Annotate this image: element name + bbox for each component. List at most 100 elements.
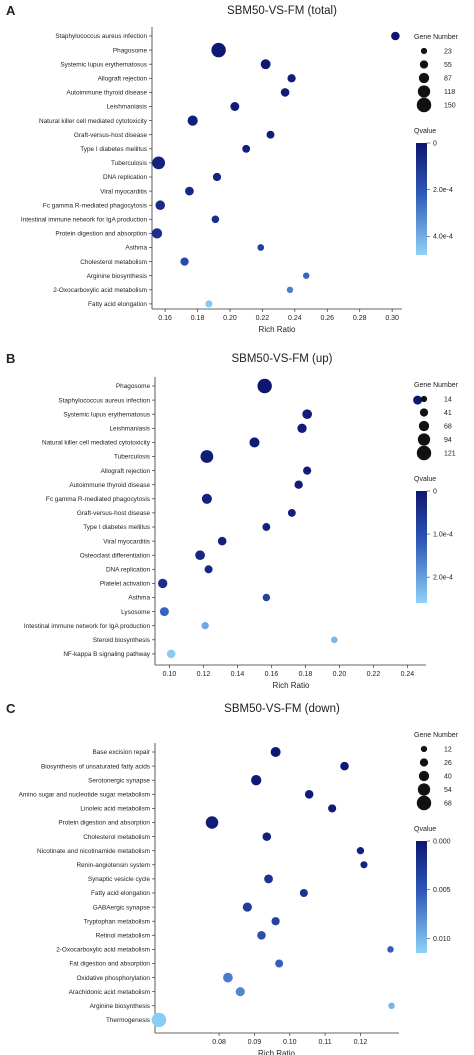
y-tick-label: Nicotinate and nicotinamide metabolism [37, 848, 150, 855]
x-tick-label: 0.12 [354, 1039, 368, 1046]
x-tick-label: 0.08 [212, 1039, 226, 1046]
y-tick-label: Fatty acid elongation [91, 890, 150, 897]
color-bar-label: 2.0e-4 [433, 187, 453, 194]
size-legend-label: 118 [444, 89, 455, 96]
y-tick-label: Fc gamma R-mediated phagocytosis [43, 202, 147, 209]
size-legend-dot [420, 395, 428, 403]
x-tick-label: 0.24 [401, 671, 415, 678]
data-point [257, 378, 272, 394]
y-tick-label: Leishmaniasis [110, 426, 151, 433]
y-tick-label: Asthma [128, 595, 150, 602]
x-tick-label: 0.20 [333, 671, 347, 678]
x-tick-label: 0.12 [197, 671, 211, 678]
x-tick-label: 0.18 [191, 315, 205, 322]
data-point [230, 102, 240, 111]
data-point [151, 1012, 167, 1028]
y-tick-label: Type I diabetes mellitus [80, 146, 147, 153]
size-legend-label: 94 [444, 437, 452, 444]
data-point [388, 1002, 395, 1010]
color-bar-label: 0.005 [433, 887, 451, 894]
data-point [262, 593, 271, 602]
size-legend-dot [418, 72, 430, 84]
chart-title: SBM50-VS-FM (down) [224, 703, 340, 715]
size-legend-label: 68 [444, 800, 452, 807]
data-point [287, 74, 296, 83]
data-point [302, 272, 310, 279]
data-point [387, 946, 394, 953]
size-legend-dot [419, 758, 429, 767]
y-tick-label: Graft-versus-host disease [77, 510, 151, 517]
y-tick-label: Arginine biosynthesis [87, 273, 147, 280]
size-legend-label: 87 [444, 75, 452, 82]
size-legend-dot [419, 60, 429, 69]
color-bar-label: 0 [433, 488, 437, 495]
x-axis-label: Rich Ratio [258, 1049, 295, 1055]
y-tick-label: Allograft rejection [101, 468, 151, 475]
size-legend-label: 23 [444, 48, 452, 55]
y-tick-label: Graft-versus-host disease [74, 132, 148, 139]
data-point [158, 578, 168, 589]
x-tick-label: 0.30 [385, 315, 399, 322]
y-tick-label: Asthma [125, 245, 147, 252]
y-tick-label: Base excision repair [92, 749, 150, 756]
y-tick-label: Amino sugar and nucleotide sugar metabol… [19, 792, 150, 799]
size-legend-dot [418, 420, 430, 432]
x-tick-label: 0.22 [367, 671, 381, 678]
data-point [271, 917, 280, 926]
size-legend-label: 26 [444, 760, 452, 767]
y-tick-label: Lysosome [121, 609, 150, 616]
size-legend-dot [420, 745, 428, 753]
chart-title: SBM50-VS-FM (up) [232, 353, 333, 365]
y-tick-label: Serotonergic synapse [88, 777, 150, 784]
y-tick-label: Fat digestion and absorption [69, 961, 150, 968]
panel-label: C [6, 701, 16, 716]
chart-title: SBM50-VS-FM (total) [227, 5, 337, 17]
data-point [286, 286, 294, 293]
x-tick-label: 0.18 [299, 671, 313, 678]
x-tick-label: 0.22 [256, 315, 270, 322]
data-point [204, 565, 213, 574]
x-tick-label: 0.10 [283, 1039, 297, 1046]
size-legend-label: 150 [444, 102, 456, 109]
y-tick-label: Oxidative phosphorylation [76, 975, 150, 982]
y-tick-label: Fc gamma R-mediated phagocytosis [46, 496, 150, 503]
x-tick-label: 0.10 [163, 671, 177, 678]
size-legend-title: Gene Number [414, 732, 459, 739]
data-point [391, 31, 400, 41]
data-point [262, 832, 272, 841]
x-tick-label: 0.28 [353, 315, 367, 322]
data-point [166, 649, 176, 659]
data-point [201, 622, 209, 630]
color-bar-label: 4.0e-4 [433, 234, 453, 241]
panel-label: A [6, 3, 16, 18]
data-point [331, 636, 338, 644]
color-legend-title: Qvalue [414, 476, 436, 483]
data-point [242, 144, 251, 153]
y-tick-label: Protein digestion and absorption [58, 820, 150, 827]
x-tick-label: 0.26 [320, 315, 334, 322]
data-point [180, 257, 189, 266]
y-tick-label: Viral myocarditis [103, 538, 150, 545]
y-tick-label: Natural killer cell mediated cytotoxicit… [42, 440, 151, 447]
size-legend-dot [417, 433, 431, 446]
color-bar [416, 143, 427, 255]
x-axis-label: Rich Ratio [273, 681, 310, 690]
panel-label: B [6, 351, 15, 366]
data-point [251, 775, 262, 786]
data-point [257, 244, 265, 251]
size-legend-title: Gene Number [414, 34, 459, 41]
y-tick-label: 2-Oxocarboxylic acid metabolism [56, 947, 150, 954]
data-point [304, 790, 314, 799]
size-legend-label: 12 [444, 746, 452, 753]
y-tick-label: Synaptic vesicle cycle [88, 876, 151, 883]
color-bar-label: 0.010 [433, 936, 451, 943]
y-tick-label: NF-kappa B signaling pathway [63, 651, 150, 658]
panel-a: A SBM50-VS-FM (total) Staphylococcus aureu… [6, 3, 459, 334]
size-legend-dot [418, 770, 430, 782]
data-point [356, 847, 365, 855]
data-point [262, 523, 271, 531]
size-legend-label: 121 [444, 450, 456, 457]
x-tick-label: 0.14 [231, 671, 245, 678]
y-tick-label: Protein digestion and absorption [55, 231, 147, 238]
data-point [294, 480, 303, 489]
